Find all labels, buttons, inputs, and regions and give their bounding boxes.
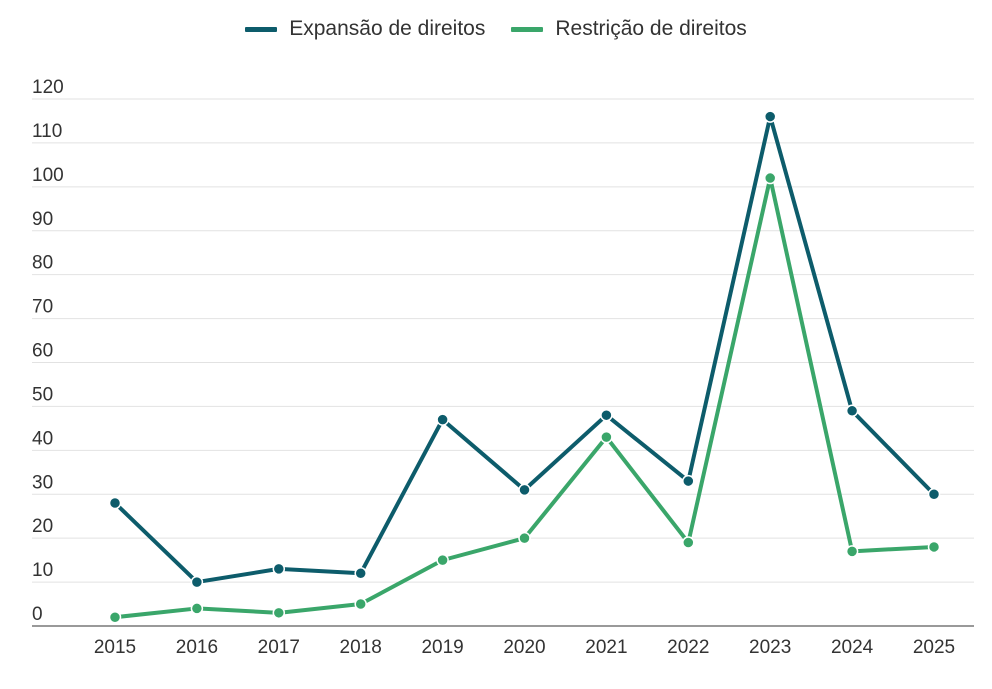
data-point-2019 (436, 413, 449, 426)
data-point-2023 (763, 110, 777, 123)
data-point-2016 (190, 602, 204, 615)
data-point-2018 (354, 567, 367, 580)
series-restricao (108, 171, 941, 624)
series-line (113, 176, 936, 620)
x-tick-label-2023: 2023 (749, 637, 791, 658)
x-tick-label-2019: 2019 (421, 637, 463, 658)
data-point-2021 (600, 430, 613, 444)
legend-swatch-expansao (245, 26, 278, 32)
x-tick-label-2018: 2018 (340, 637, 382, 658)
data-point-2015 (108, 496, 122, 510)
data-point-2017 (272, 562, 286, 576)
data-point-2022 (682, 474, 695, 488)
chart-legend: Expansão de direitos Restrição de direit… (0, 12, 992, 46)
data-point-2020 (518, 531, 531, 545)
x-axis-ticks: 2015 2016 2017 2018 2019 2020 2021 2022 2023 2024… (94, 637, 955, 658)
y-tick-label-80: 80 (32, 253, 53, 274)
data-point-2025 (927, 540, 941, 554)
y-axis-ticks: 0 10 20 30 40 50 60 70 80 90 100 110 120 (32, 77, 64, 625)
x-tick-label-2020: 2020 (503, 637, 545, 658)
y-tick-label-30: 30 (32, 472, 53, 493)
x-tick-label-2022: 2022 (667, 637, 709, 658)
data-point-2025 (927, 488, 941, 501)
legend-swatch-restricao (511, 26, 544, 32)
y-tick-label-70: 70 (32, 297, 53, 318)
data-point-2023 (763, 171, 777, 185)
data-point-2024 (845, 404, 859, 418)
data-point-2020 (518, 483, 531, 497)
y-tick-label-60: 60 (32, 341, 53, 362)
y-tick-label-50: 50 (32, 384, 53, 405)
y-tick-label-90: 90 (32, 209, 53, 230)
series-layer (108, 110, 941, 624)
y-tick-label-100: 100 (32, 165, 64, 186)
legend-label-expansao: Expansão de direitos (289, 17, 486, 40)
legend-item-expansao: Expansão de direitos (245, 17, 485, 41)
data-point-2021 (600, 408, 613, 422)
y-tick-label-20: 20 (32, 516, 53, 537)
legend-label-restricao: Restrição de direitos (555, 17, 747, 40)
y-tick-label-40: 40 (32, 428, 53, 449)
data-point-2015 (108, 610, 122, 624)
data-point-2024 (845, 545, 859, 558)
y-tick-label-10: 10 (32, 560, 53, 581)
gridlines (32, 98, 974, 583)
x-tick-label-2025: 2025 (913, 637, 955, 658)
y-tick-label-0: 0 (32, 604, 43, 625)
legend-item-restricao: Restrição de direitos (511, 17, 747, 41)
data-point-2017 (272, 606, 286, 620)
data-point-2016 (190, 575, 204, 589)
x-tick-label-2024: 2024 (831, 637, 874, 658)
x-tick-label-2017: 2017 (258, 637, 300, 658)
data-point-2018 (354, 597, 367, 611)
data-point-2022 (682, 536, 695, 549)
y-tick-label-120: 120 (32, 77, 64, 98)
x-tick-label-2015: 2015 (94, 637, 136, 658)
x-tick-label-2021: 2021 (585, 637, 627, 658)
x-tick-label-2016: 2016 (176, 637, 218, 658)
series-expansao (108, 110, 941, 589)
y-tick-label-110: 110 (32, 121, 62, 142)
data-point-2019 (436, 553, 449, 567)
